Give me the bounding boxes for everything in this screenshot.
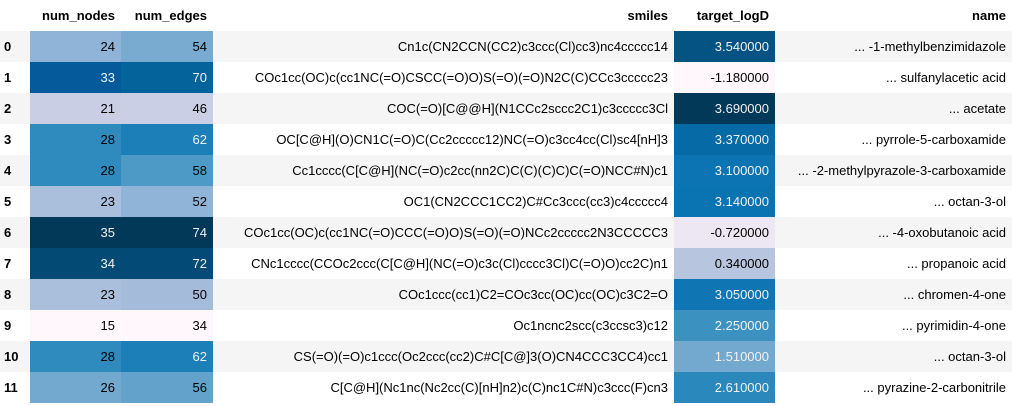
cell-smiles: COC(=O)[C@@H](N1CCc2sccc2C1)c3ccccc3Cl (386, 101, 668, 116)
cell-num-nodes: 21 (30, 93, 121, 124)
column-header-target-logd: target_logD (696, 8, 769, 23)
row-index: 11 (4, 380, 18, 395)
cell-num-nodes: 34 (30, 248, 121, 279)
cell-num-nodes: 35 (30, 217, 121, 248)
cell-name: ... -2-methylpyrazole-3-carboxamide (797, 163, 1006, 178)
cell-num-edges: 52 (121, 186, 213, 217)
cell-num-edges: 58 (121, 155, 213, 186)
cell-smiles: CNc1cccc(CCOc2ccc(C[C@H](NC(=O)c3c(Cl)cc… (251, 256, 668, 271)
cell-smiles: Oc1ncnc2scc(c3ccsc3)c12 (513, 318, 668, 333)
row-index: 2 (4, 101, 12, 116)
column-header-num-edges: num_edges (134, 8, 207, 23)
column-header-smiles: smiles (627, 8, 668, 23)
cell-target-logd: 3.540000 (674, 31, 775, 62)
table-row: 1 33 70 COc1cc(OC)c(cc1NC(=O)CSCC(=O)O)S(=O… (0, 62, 1012, 93)
table-row: 8 23 50 COc1ccc(cc1)C2=COc3cc(OC)cc(OC)c3C2… (0, 279, 1012, 310)
row-index: 7 (4, 256, 12, 271)
cell-name: ... propanoic acid (906, 256, 1006, 271)
cell-name: ... -4-oxobutanoic acid (878, 225, 1006, 240)
cell-num-edges: 62 (121, 341, 213, 372)
table-row: 9 15 34 Oc1ncnc2scc(c3ccsc3)c12 2.250000 ... … (0, 310, 1012, 341)
row-index: 1 (4, 70, 12, 85)
table-row: 3 28 62 OC[C@H](O)CN1C(=O)C(Cc2ccccc12)NC(=… (0, 124, 1012, 155)
cell-target-logd: 0.340000 (674, 248, 775, 279)
cell-name: ... pyrazine-2-carbonitrile (862, 380, 1006, 395)
cell-num-edges: 54 (121, 31, 213, 62)
column-header-num-nodes: num_nodes (42, 8, 115, 23)
cell-target-logd: 2.250000 (674, 310, 775, 341)
cell-target-logd: 3.690000 (674, 93, 775, 124)
cell-num-nodes: 24 (30, 31, 121, 62)
cell-num-nodes: 28 (30, 341, 121, 372)
cell-name: ... octan-3-ol (933, 194, 1006, 209)
row-index: 10 (4, 349, 19, 364)
table-row: 0 24 54 Cn1c(CN2CCN(CC2)c3ccc(Cl)cc3)nc4ccc… (0, 31, 1012, 62)
index-header (0, 0, 30, 31)
row-index: 3 (4, 132, 12, 147)
cell-target-logd: 2.610000 (674, 372, 775, 403)
cell-name: ... chromen-4-one (903, 287, 1006, 302)
table-row: 4 28 58 Cc1cccc(C[C@H](NC(=O)c2cc(nn2C)C(C)… (0, 155, 1012, 186)
cell-smiles: Cc1cccc(C[C@H](NC(=O)c2cc(nn2C)C(C)(C)C)… (292, 163, 668, 178)
cell-num-nodes: 23 (30, 279, 121, 310)
cell-name: ... acetate (948, 101, 1006, 116)
cell-target-logd: 3.370000 (674, 124, 775, 155)
cell-smiles: OC[C@H](O)CN1C(=O)C(Cc2ccccc12)NC(=O)c3c… (276, 132, 668, 147)
cell-num-nodes: 23 (30, 186, 121, 217)
cell-target-logd: 3.140000 (674, 186, 775, 217)
cell-name: ... -1-methylbenzimidazole (854, 39, 1006, 54)
cell-smiles: COc1cc(OC)c(cc1NC(=O)CCC(=O)O)S(=O)(=O)N… (244, 225, 668, 240)
cell-num-edges: 50 (121, 279, 213, 310)
table-row: 5 23 52 OC1(CN2CCC1CC2)C#Cc3ccc(cc3)c4ccccc… (0, 186, 1012, 217)
cell-smiles: Cn1c(CN2CCN(CC2)c3ccc(Cl)cc3)nc4ccccc14 (397, 39, 668, 54)
cell-num-edges: 62 (121, 124, 213, 155)
row-index: 4 (4, 163, 12, 178)
cell-num-edges: 46 (121, 93, 213, 124)
cell-smiles: C[C@H](Nc1nc(Nc2cc(C)[nH]n2)c(C)nc1C#N)c… (330, 380, 668, 395)
cell-target-logd: -1.180000 (674, 62, 775, 93)
row-index: 9 (4, 318, 12, 333)
row-index: 8 (4, 287, 12, 302)
cell-smiles: COc1ccc(cc1)C2=COc3cc(OC)cc(OC)c3C2=O (398, 287, 668, 302)
cell-smiles: OC1(CN2CCC1CC2)C#Cc3ccc(cc3)c4ccccc4 (403, 194, 668, 209)
cell-target-logd: 3.050000 (674, 279, 775, 310)
cell-name: ... pyrrole-5-carboxamide (861, 132, 1007, 147)
cell-num-nodes: 15 (30, 310, 121, 341)
cell-smiles: COc1cc(OC)c(cc1NC(=O)CSCC(=O)O)S(=O)(=O)… (254, 70, 668, 85)
table-row: 10 28 62 CS(=O)(=O)c1ccc(Oc2ccc(cc2)C#C[C@]… (0, 341, 1012, 372)
row-index: 6 (4, 225, 12, 240)
row-index: 0 (4, 39, 12, 54)
cell-num-nodes: 28 (30, 124, 121, 155)
cell-num-edges: 74 (121, 217, 213, 248)
cell-target-logd: 1.510000 (674, 341, 775, 372)
column-header-name: name (972, 8, 1006, 23)
cell-num-edges: 70 (121, 62, 213, 93)
cell-name: ... octan-3-ol (933, 349, 1006, 364)
table-row: 7 34 72 CNc1cccc(CCOc2ccc(C[C@H](NC(=O)c3c(… (0, 248, 1012, 279)
cell-num-nodes: 33 (30, 62, 121, 93)
cell-name: ... sulfanylacetic acid (886, 70, 1006, 85)
table-row: 11 26 56 C[C@H](Nc1nc(Nc2cc(C)[nH]n2)c(C)nc… (0, 372, 1012, 403)
header-row: num_nodes num_edges smiles target_logD n… (0, 0, 1012, 31)
cell-smiles: CS(=O)(=O)c1ccc(Oc2ccc(cc2)C#C[C@]3(O)CN… (293, 349, 668, 364)
cell-target-logd: -0.720000 (674, 217, 775, 248)
table-row: 6 35 74 COc1cc(OC)c(cc1NC(=O)CCC(=O)O)S(=O)… (0, 217, 1012, 248)
table-body: 0 24 54 Cn1c(CN2CCN(CC2)c3ccc(Cl)cc3)nc4ccc… (0, 31, 1012, 403)
cell-target-logd: 3.100000 (674, 155, 775, 186)
row-index: 5 (4, 194, 12, 209)
cell-num-edges: 34 (121, 310, 213, 341)
table-row: 2 21 46 COC(=O)[C@@H](N1CCc2sccc2C1)c3ccccc… (0, 93, 1012, 124)
cell-num-nodes: 28 (30, 155, 121, 186)
cell-num-edges: 72 (121, 248, 213, 279)
cell-num-edges: 56 (121, 372, 213, 403)
cell-name: ... pyrimidin-4-one (901, 318, 1006, 333)
cell-num-nodes: 26 (30, 372, 121, 403)
